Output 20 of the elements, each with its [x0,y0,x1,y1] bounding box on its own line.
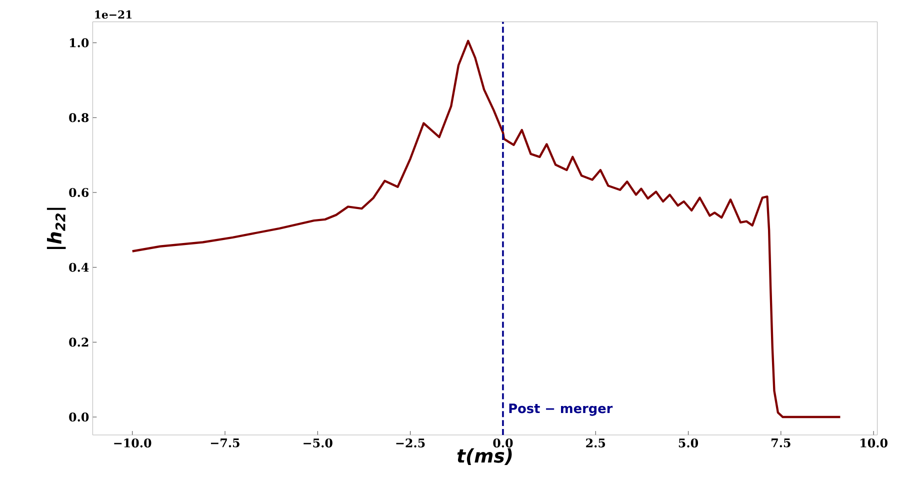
y-tick-label: 1.0 [70,38,89,48]
y-tick-label: 0.4 [69,263,89,272]
text: 1e−21 [95,10,132,19]
ref-line-label: Post − merger [509,404,613,416]
x-tick-label: 5.0 [678,438,698,448]
y-tick-label: 0.8 [69,113,89,122]
y-axis-title: |h$_{22}$| [46,208,66,250]
x-tick-label: 10.0 [860,438,888,448]
x-tick-label: 0.0 [493,438,513,448]
x-tick-label: 2.5 [586,438,606,448]
x-tick-label: −10.0 [114,438,152,448]
x-tick-label: 7.5 [772,438,790,448]
x-axis-title: t(ms) [457,448,512,466]
y-tick-label: 0.0 [69,412,89,422]
x-tick-label: −2.5 [396,438,425,448]
x-tick-label: −7.5 [210,438,240,448]
line-series [131,40,842,418]
x-tick-label: −5.0 [304,438,332,448]
y-tick-label: 0.6 [69,188,89,198]
y-tick-label: 0.2 [69,338,88,347]
